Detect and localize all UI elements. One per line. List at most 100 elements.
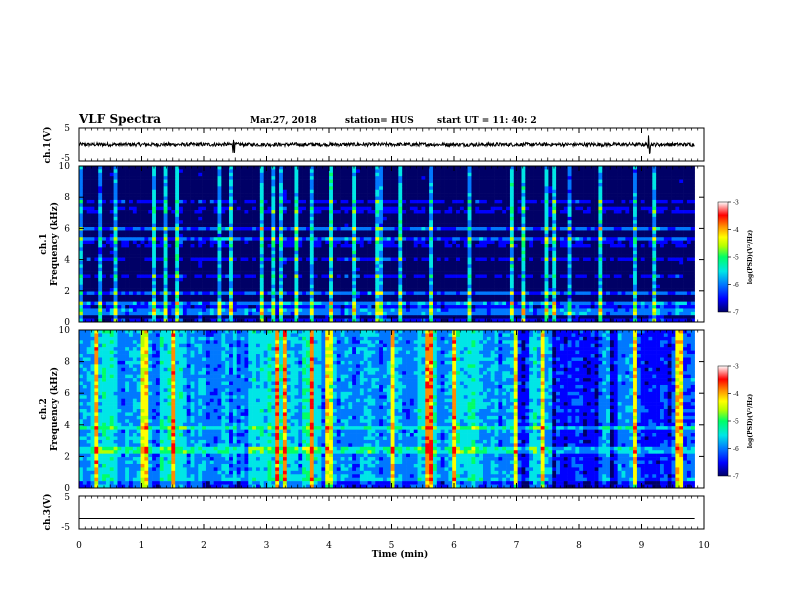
spectrogram-cell	[225, 237, 230, 241]
spectrogram-cell	[359, 274, 365, 279]
spectrogram-cell	[252, 274, 257, 279]
spectrogram-cell	[113, 176, 118, 180]
spectrogram-cell	[79, 264, 84, 269]
spectrogram-cell	[113, 315, 118, 319]
spectrogram-cell	[348, 240, 353, 245]
spectrogram-cell	[232, 169, 238, 174]
spectrogram-cell	[321, 284, 326, 289]
spectrogram-cell	[132, 169, 138, 174]
spectrogram-cell	[148, 244, 153, 248]
spectrogram-cell	[155, 206, 161, 211]
spectrogram-cell	[483, 196, 488, 201]
spectrogram-cell	[413, 193, 418, 197]
spectrogram-cell	[155, 288, 161, 292]
spectrogram-cell	[267, 206, 272, 211]
spectrogram-cell	[121, 284, 126, 289]
spectrogram-cell	[205, 220, 211, 224]
spectrogram-cell	[432, 169, 438, 174]
spectrogram-cell	[282, 172, 288, 177]
spectrogram-cell	[382, 244, 388, 248]
spectrogram-cell	[483, 227, 488, 231]
spectrogram-cell	[336, 318, 341, 323]
spectrogram-cell	[113, 274, 118, 279]
spectrogram-cell	[109, 315, 114, 319]
spectrogram-cell	[148, 284, 153, 289]
spectrogram-cell	[213, 203, 218, 207]
spectrogram-cell	[205, 311, 211, 316]
spectrogram-cell	[263, 233, 268, 238]
spectrogram-cell	[321, 230, 326, 235]
spectrogram-cell	[167, 199, 172, 204]
spectrogram-cell	[386, 233, 391, 238]
spectrogram-cell	[136, 216, 141, 221]
spectrogram-cell	[236, 244, 241, 248]
spectrogram-cell	[382, 260, 388, 265]
spectrogram-cell	[336, 264, 341, 269]
spectrogram-cell	[205, 271, 211, 275]
spectrogram-cell	[386, 189, 391, 194]
spectrogram-cell	[125, 227, 130, 231]
spectrogram-cell	[275, 277, 280, 282]
spectrogram-cell	[440, 281, 445, 285]
spectrogram-cell	[132, 213, 138, 218]
spectrogram-cell	[336, 247, 341, 252]
spectrogram-cell	[275, 291, 280, 296]
spectrogram-cell	[309, 213, 315, 218]
spectrogram-cell	[313, 284, 318, 289]
spectrogram-cell	[282, 264, 288, 269]
spectrogram-cell	[279, 315, 284, 319]
spectrogram-cell	[202, 199, 207, 204]
spectrogram-cell	[479, 230, 484, 235]
spectrogram-cell	[240, 206, 245, 211]
spectrogram-cell	[202, 284, 207, 289]
spectrogram-cell	[348, 189, 353, 194]
spectrogram-cell	[417, 193, 422, 197]
spectrogram-cell	[244, 308, 249, 313]
spectrogram-cell	[229, 199, 234, 204]
spectrogram-cell	[171, 216, 176, 221]
spectrogram-cell	[398, 206, 403, 211]
spectrogram-cell	[367, 182, 372, 187]
spectrogram-cell	[386, 176, 391, 180]
spectrogram-cell	[394, 206, 399, 211]
spectrogram-cell	[136, 193, 141, 197]
spectrogram-cell	[86, 186, 91, 191]
spectrogram-cell	[398, 260, 403, 265]
spectrogram-cell	[132, 315, 138, 319]
spectrogram-cell	[490, 203, 495, 207]
spectrogram-cell	[375, 169, 380, 174]
spectrogram-cell	[102, 169, 107, 174]
spectrogram-cell	[152, 240, 157, 245]
spectrogram-cell	[282, 271, 288, 275]
spectrogram-cell	[406, 206, 411, 211]
spectrogram-cell	[432, 186, 438, 191]
spectrogram-cell	[306, 206, 311, 211]
spectrogram-cell	[375, 284, 380, 289]
spectrogram-cell	[109, 237, 114, 241]
spectrogram-cell	[398, 301, 403, 306]
spectrogram-cell	[121, 294, 126, 299]
spectrogram-cell	[340, 172, 345, 177]
spectrogram-cell	[317, 210, 322, 214]
spectrogram-cell	[102, 271, 107, 275]
spectrogram-cell	[225, 257, 230, 262]
spectrogram-cell	[144, 267, 149, 272]
spectrogram-cell	[294, 230, 299, 235]
spectrogram-cell	[148, 294, 153, 299]
spectrogram-cell	[359, 223, 365, 228]
spectrogram-cell	[129, 305, 134, 309]
spectrogram-cell	[171, 257, 176, 262]
spectrogram-cell	[448, 240, 453, 245]
spectrogram-cell	[444, 260, 449, 265]
spectrogram-cell	[332, 193, 338, 197]
spectrogram-cell	[190, 227, 195, 231]
spectrogram-cell	[98, 186, 103, 191]
spectrogram-cell	[367, 216, 372, 221]
spectrogram-cell	[194, 254, 199, 258]
spectrogram-cell	[275, 206, 280, 211]
spectrogram-cell	[398, 318, 403, 323]
spectrogram-cell	[267, 257, 272, 262]
spectrogram-cell	[217, 267, 222, 272]
spectrogram-cell	[479, 244, 484, 248]
spectrogram-cell	[479, 264, 484, 269]
